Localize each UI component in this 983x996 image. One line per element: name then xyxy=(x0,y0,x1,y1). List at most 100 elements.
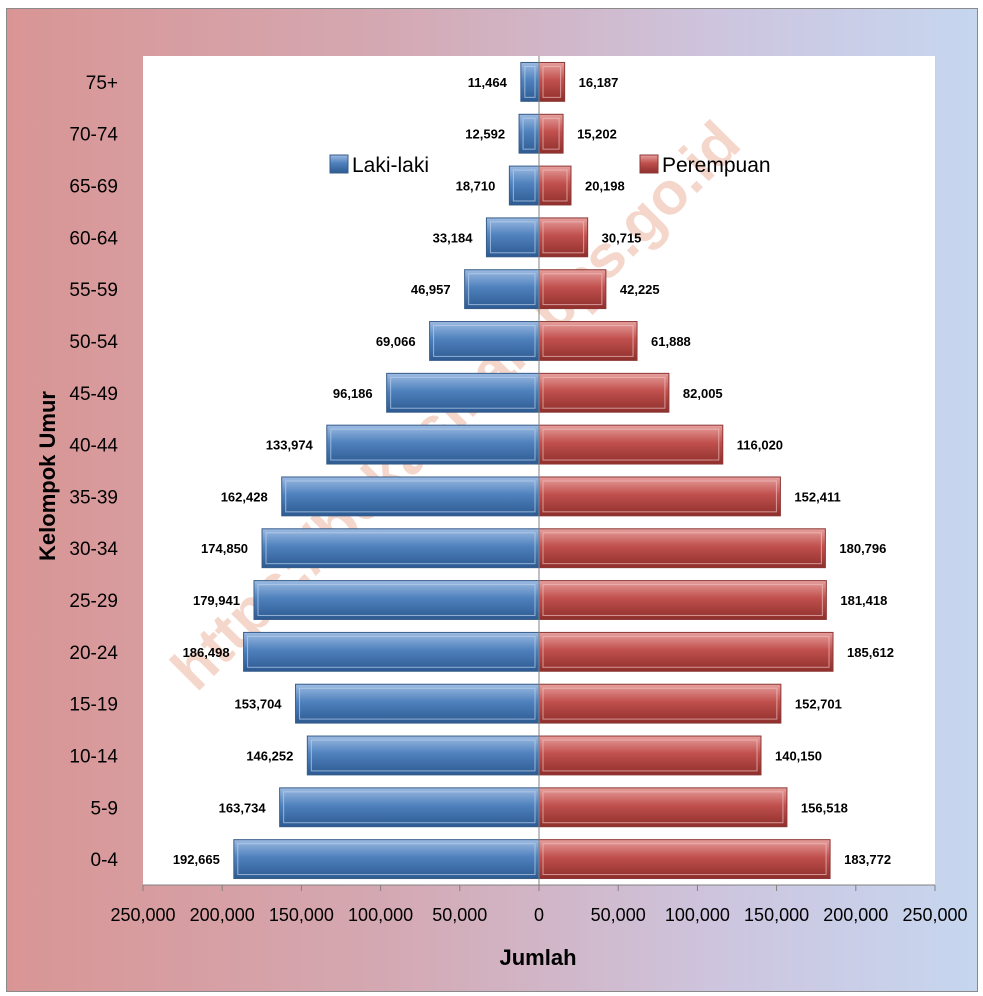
y-tick-label-75+: 75+ xyxy=(86,73,118,94)
data-label-female-70-74: 15,202 xyxy=(577,127,617,142)
bar-bevel-female-55-59 xyxy=(542,273,603,306)
bar-female-15-19 xyxy=(538,683,782,724)
bar-bevel-male-5-9 xyxy=(283,791,536,824)
x-tick-label: 150,000 xyxy=(269,905,334,925)
bar-female-25-29 xyxy=(538,580,827,620)
bar-bevel-male-55-59 xyxy=(468,273,536,306)
y-tick-label-70-74: 70-74 xyxy=(69,125,118,146)
data-label-male-70-74: 12,592 xyxy=(465,127,505,142)
x-tick-label: 100,000 xyxy=(665,905,730,925)
bar-male-10-14 xyxy=(306,735,540,776)
bar-bevel-male-0-4 xyxy=(237,843,536,876)
bar-bevel-female-50-54 xyxy=(542,325,634,357)
data-label-male-20-24: 186,498 xyxy=(183,645,230,660)
bar-male-35-39 xyxy=(281,476,540,517)
data-label-female-20-24: 185,612 xyxy=(847,645,894,660)
bar-bevel-male-25-29 xyxy=(257,584,536,616)
bar-female-30-34 xyxy=(538,528,826,569)
bar-bevel-female-75+ xyxy=(542,65,562,98)
y-tick-label-20-24: 20-24 xyxy=(69,643,118,664)
data-label-male-0-4: 192,665 xyxy=(173,852,220,867)
bar-female-65-69 xyxy=(538,165,572,206)
bar-bevel-female-15-19 xyxy=(542,687,778,720)
data-label-female-75+: 16,187 xyxy=(579,75,619,90)
legend-swatch-female xyxy=(639,154,659,174)
bar-female-10-14 xyxy=(538,735,762,776)
bar-bevel-female-40-44 xyxy=(542,428,720,461)
data-label-male-75+: 11,464 xyxy=(468,75,508,90)
bar-bevel-male-35-39 xyxy=(285,480,536,513)
bar-bevel-female-65-69 xyxy=(542,169,568,202)
bar-bevel-male-75+ xyxy=(524,65,536,98)
bar-female-60-64 xyxy=(538,217,589,258)
y-tick-label-50-54: 50-54 xyxy=(69,332,118,353)
data-label-female-15-19: 152,701 xyxy=(795,697,842,712)
y-tick-label-65-69: 65-69 xyxy=(69,177,118,198)
bar-bevel-female-60-64 xyxy=(542,221,585,254)
data-label-female-65-69: 20,198 xyxy=(585,179,625,194)
y-tick-label-55-59: 55-59 xyxy=(69,280,118,301)
data-label-female-40-44: 116,020 xyxy=(737,438,783,453)
bar-male-5-9 xyxy=(279,787,540,828)
bar-male-60-64 xyxy=(485,217,540,258)
bar-bevel-female-5-9 xyxy=(542,791,784,824)
bar-bevel-male-65-69 xyxy=(512,169,536,202)
x-tick-label: 50,000 xyxy=(432,905,487,925)
data-label-male-10-14: 146,252 xyxy=(246,748,293,763)
y-tick-label-45-49: 45-49 xyxy=(69,384,118,405)
data-label-male-60-64: 33,184 xyxy=(433,230,474,245)
bar-male-40-44 xyxy=(326,424,540,465)
x-tick-label: 100,000 xyxy=(348,905,413,925)
y-tick-label-0-4: 0-4 xyxy=(91,850,119,871)
bar-bevel-male-20-24 xyxy=(247,635,536,668)
bar-bevel-female-25-29 xyxy=(542,584,823,616)
bar-female-5-9 xyxy=(538,787,788,828)
data-label-male-50-54: 69,066 xyxy=(376,334,416,349)
bar-male-50-54 xyxy=(429,321,540,361)
bar-bevel-female-0-4 xyxy=(542,843,827,876)
bar-bevel-male-45-49 xyxy=(390,376,536,409)
y-tick-label-35-39: 35-39 xyxy=(69,487,118,508)
data-label-female-25-29: 181,418 xyxy=(840,593,887,608)
x-tick-label: 250,000 xyxy=(110,905,175,925)
data-labels: 192,665 163,734 146,252 153,704 186,498 179,9… xyxy=(173,75,894,867)
bar-female-40-44 xyxy=(538,424,724,465)
bar-male-55-59 xyxy=(464,269,540,310)
bar-male-20-24 xyxy=(243,631,540,672)
data-label-female-30-34: 180,796 xyxy=(839,541,886,556)
bar-bevel-male-50-54 xyxy=(433,325,536,357)
y-tick-label-5-9: 5-9 xyxy=(91,798,118,819)
y-tick-label-40-44: 40-44 xyxy=(69,436,118,457)
bars xyxy=(233,61,834,880)
data-label-male-5-9: 163,734 xyxy=(219,800,267,815)
bar-female-35-39 xyxy=(538,476,781,517)
bar-male-75+ xyxy=(520,61,540,102)
bar-male-0-4 xyxy=(233,839,540,880)
data-label-male-25-29: 179,941 xyxy=(193,593,240,608)
legend: Laki-laki Perempuan xyxy=(329,154,771,177)
bar-male-15-19 xyxy=(295,683,540,724)
legend-label-male: Laki-laki xyxy=(352,154,429,177)
x-tick-label: 200,000 xyxy=(823,905,888,925)
y-tick-label-25-29: 25-29 xyxy=(69,591,118,612)
bar-bevel-female-70-74 xyxy=(542,117,560,150)
bar-male-25-29 xyxy=(253,580,540,620)
bar-bevel-male-15-19 xyxy=(299,687,536,720)
data-label-female-55-59: 42,225 xyxy=(620,282,660,297)
y-tick-label-30-34: 30-34 xyxy=(69,539,118,560)
axes: 0-4 5-9 10-14 15-19 20-24 25-29 30-34 35-39 40-4… xyxy=(69,56,968,925)
bar-female-0-4 xyxy=(538,839,831,880)
bar-bevel-male-70-74 xyxy=(522,117,536,150)
bar-bevel-female-35-39 xyxy=(542,480,777,513)
bar-bevel-female-30-34 xyxy=(542,532,822,565)
data-label-male-30-34: 174,850 xyxy=(201,541,248,556)
data-label-female-60-64: 30,715 xyxy=(602,230,642,245)
bar-female-55-59 xyxy=(538,269,607,310)
bar-male-70-74 xyxy=(518,113,540,154)
data-label-female-50-54: 61,888 xyxy=(651,334,691,349)
data-label-male-35-39: 162,428 xyxy=(221,489,268,504)
legend-swatch-male xyxy=(329,154,349,174)
bar-male-30-34 xyxy=(261,528,540,569)
y-tick-label-10-14: 10-14 xyxy=(69,746,118,767)
bar-female-45-49 xyxy=(538,372,670,413)
